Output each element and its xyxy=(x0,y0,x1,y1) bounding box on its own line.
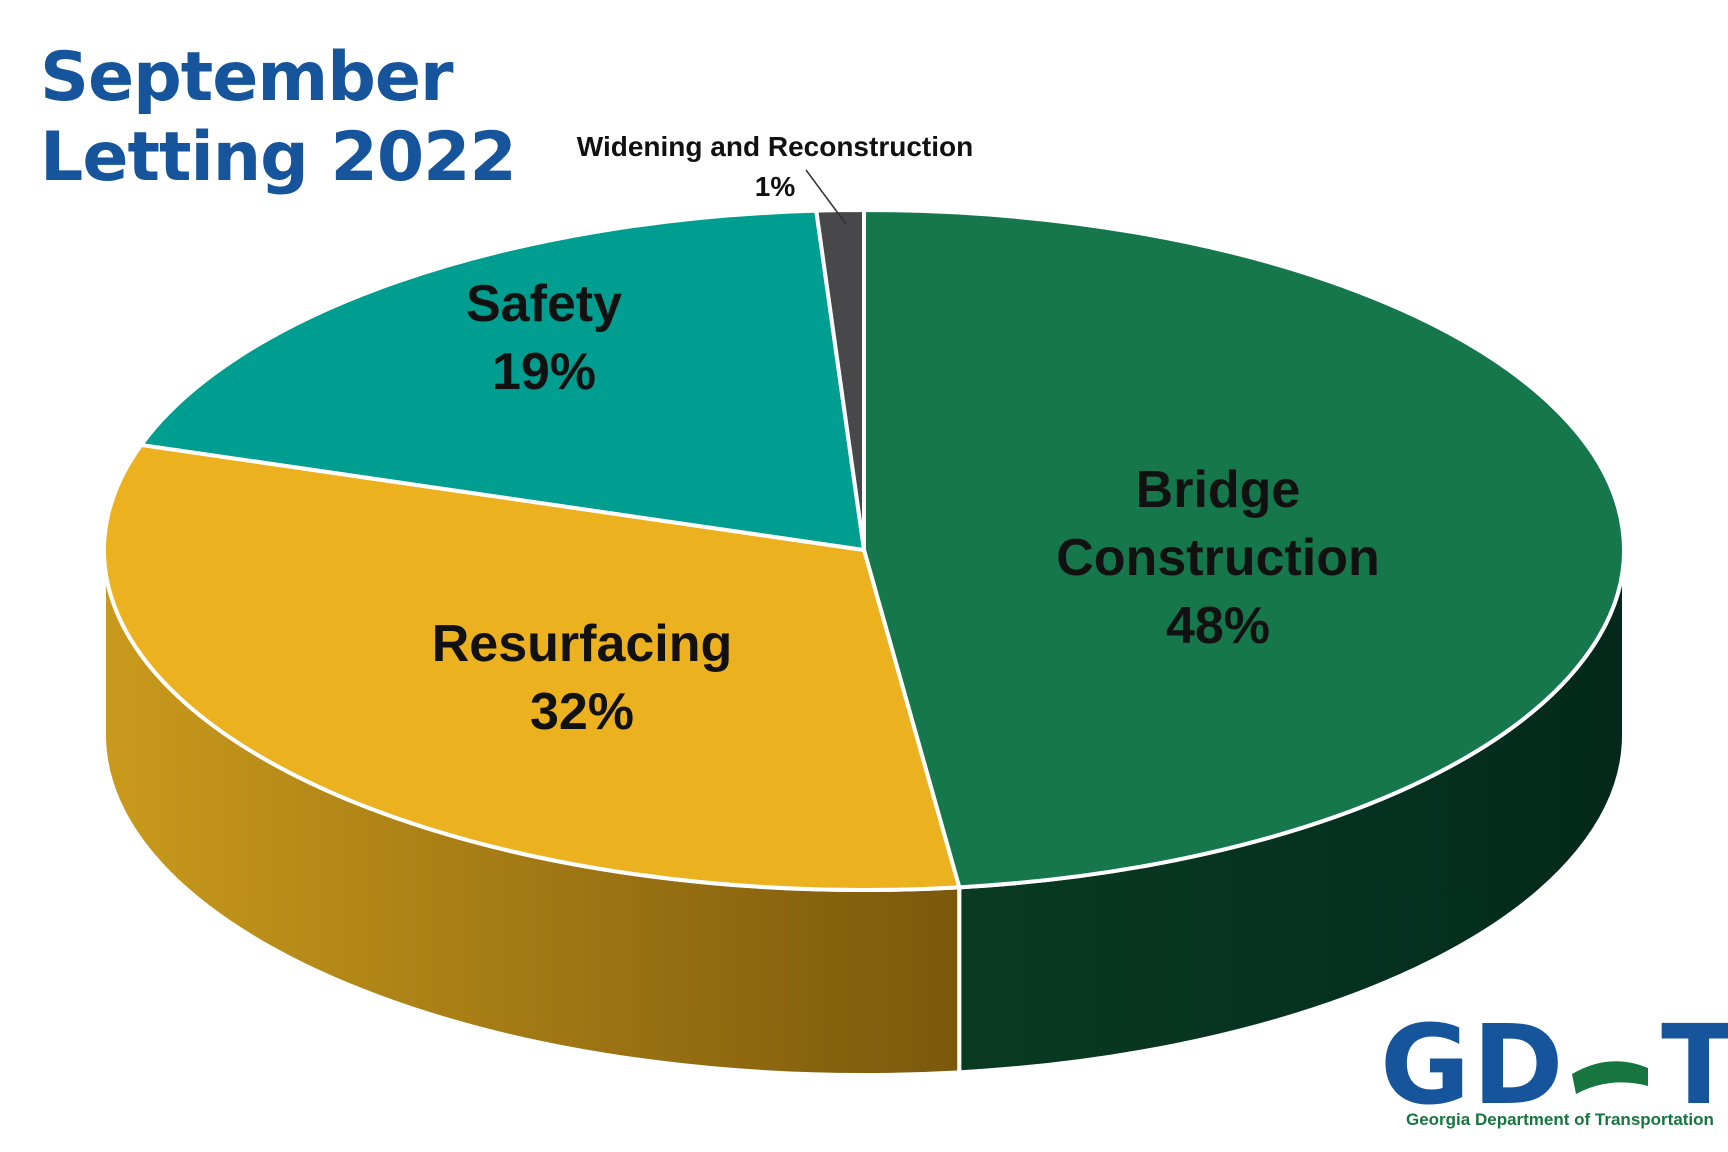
chart-title-line-1: September xyxy=(40,38,454,117)
slice-label-widening: Widening and Reconstruction 1% xyxy=(577,127,973,207)
slice-value-safety: 19% xyxy=(491,343,597,401)
slice-value-widening: 1% xyxy=(754,171,796,202)
gdot-logo: GDOT Georgia Department of Transportatio… xyxy=(1380,1010,1728,1135)
slice-value-resurfacing: 32% xyxy=(529,683,635,741)
widening-leader-line xyxy=(805,169,847,225)
slice-label-widening-line-1: Widening and Reconstruction xyxy=(576,131,974,162)
slice-label-safety: Safety 19% xyxy=(466,270,622,406)
slice-label-bridge-construction: Bridge Construction 48% xyxy=(1056,456,1380,660)
pie-slice-widening xyxy=(814,208,866,552)
chart-title: September Letting 2022 xyxy=(40,38,517,198)
gdot-logo-badge-icon xyxy=(1564,1018,1656,1110)
slice-label-safety-line-1: Safety xyxy=(465,275,623,333)
slice-value-bridge: 48% xyxy=(1165,597,1271,655)
pie-slice-bridge-construction xyxy=(862,208,1626,890)
slice-label-bridge-line-1: Bridge xyxy=(1135,461,1301,519)
chart-title-line-2: Letting 2022 xyxy=(40,118,517,197)
slice-label-resurfacing: Resurfacing 32% xyxy=(432,610,733,746)
pie-slice-safety xyxy=(139,208,866,552)
pie-slice-resurfacing xyxy=(102,442,962,892)
slice-label-resurfacing-line-1: Resurfacing xyxy=(431,615,733,673)
slice-label-bridge-line-2: Construction xyxy=(1056,529,1380,587)
gdot-logo-text: GDOT xyxy=(1380,1001,1728,1129)
gdot-logo-subtitle: Georgia Department of Transportation xyxy=(1406,1110,1714,1129)
